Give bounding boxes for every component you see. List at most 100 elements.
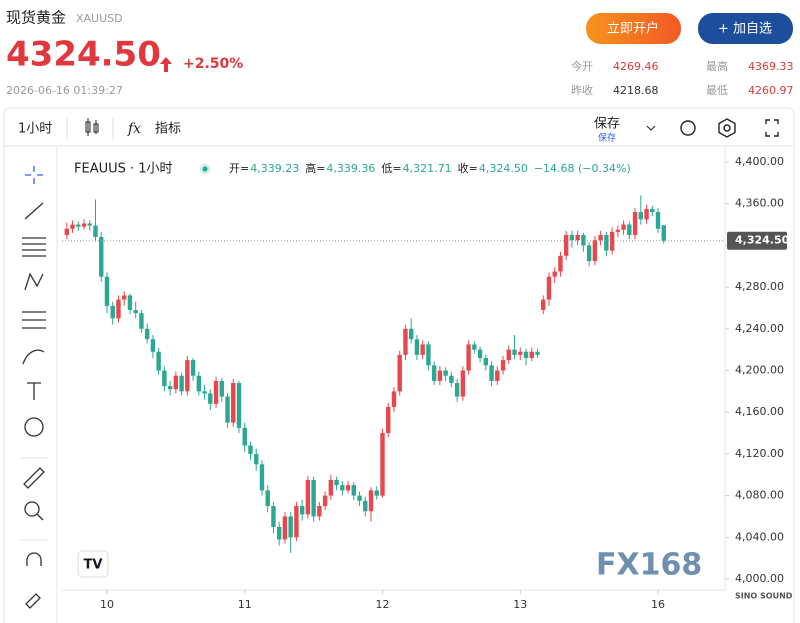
- candle-body: [110, 305, 115, 319]
- crosshair-tool[interactable]: [25, 166, 43, 184]
- candle-body: [116, 299, 121, 319]
- candle-body: [351, 485, 356, 496]
- candle-body: [391, 391, 397, 407]
- candle-body: [368, 490, 374, 512]
- candle-body: [167, 386, 173, 390]
- candle-body: [150, 339, 156, 352]
- candle-body: [139, 313, 144, 329]
- candle-body: [299, 506, 305, 515]
- save-sub: 保存: [598, 132, 616, 144]
- candle-body: [592, 240, 598, 262]
- brush-tool[interactable]: [22, 349, 45, 365]
- lock-tool[interactable]: [25, 593, 41, 609]
- legend-label: 开=: [229, 162, 249, 175]
- pattern-tool[interactable]: [24, 272, 44, 291]
- indicators[interactable]: 指标: [155, 122, 181, 137]
- candle-body: [650, 208, 655, 213]
- candle-body: [374, 490, 379, 496]
- tv-logo: [77, 550, 109, 578]
- stat-label: 最高: [706, 59, 728, 73]
- candle-body: [541, 299, 546, 311]
- candle-body: [162, 370, 167, 387]
- y-tick-label: 4,200.00: [735, 364, 784, 377]
- candle-body: [609, 231, 615, 251]
- candle-body: [409, 328, 414, 340]
- magnet-tool[interactable]: [26, 552, 42, 566]
- candle-body: [414, 339, 420, 355]
- candle-body: [644, 208, 649, 220]
- candle-body: [144, 328, 150, 340]
- candle-body: [288, 516, 293, 538]
- add-watchlist-button[interactable]: [698, 13, 793, 44]
- candle-body: [363, 500, 368, 512]
- alert-icon[interactable]: [680, 120, 696, 136]
- y-tick-label: 4,160.00: [735, 405, 784, 418]
- candle-body: [294, 506, 299, 538]
- candle-body: [621, 224, 626, 230]
- settings-icon[interactable]: [718, 118, 736, 138]
- candle-body: [500, 360, 506, 371]
- x-tick-label: 16: [651, 598, 665, 611]
- candle-body: [276, 526, 282, 540]
- projection-tool[interactable]: [22, 311, 46, 329]
- candle-body: [454, 383, 460, 397]
- zoom-tool[interactable]: [24, 501, 40, 517]
- candle-body: [380, 433, 385, 496]
- save[interactable]: 保存: [594, 117, 620, 132]
- candle-body: [340, 485, 345, 491]
- candle-body: [133, 310, 138, 314]
- ruler-tool[interactable]: [23, 467, 45, 489]
- candle-body: [317, 506, 322, 517]
- fullscreen-icon[interactable]: [765, 119, 779, 137]
- fx-icon[interactable]: fx: [127, 121, 141, 137]
- candle-body: [431, 365, 437, 381]
- open-account-button[interactable]: [586, 13, 681, 44]
- candle-body: [179, 375, 184, 392]
- y-tick-label: 4,360.00: [735, 197, 784, 210]
- y-tick-label: 4,080.00: [735, 489, 784, 502]
- open-account-label: 立即开户: [607, 21, 659, 37]
- candle-body: [518, 351, 523, 355]
- candle-body: [93, 225, 98, 238]
- legend-value: 4,324.50: [479, 162, 528, 175]
- legend-value: 4,321.71: [403, 162, 452, 175]
- candle-body: [483, 357, 489, 366]
- trendline-tool[interactable]: [24, 202, 44, 220]
- legend-label: 高=: [305, 161, 325, 175]
- y-tick-label: 4,400.00: [735, 155, 784, 168]
- candle-body: [466, 344, 471, 371]
- candle-body: [655, 212, 661, 229]
- candle-body: [397, 354, 402, 392]
- chevron[interactable]: [646, 125, 656, 131]
- candle-body: [449, 375, 454, 384]
- candle-body: [489, 365, 494, 381]
- interval[interactable]: 1小时: [18, 122, 52, 137]
- candle-body: [70, 224, 75, 229]
- y-tick-label: 4,000.00: [735, 572, 784, 585]
- candle-body: [127, 295, 133, 311]
- text-tool[interactable]: [27, 382, 41, 400]
- candle-body: [225, 396, 230, 423]
- candle-body: [265, 490, 270, 507]
- candle-body: [661, 225, 666, 241]
- legend-change: −14.68 (−0.34%): [534, 162, 631, 175]
- candle-body: [156, 351, 161, 371]
- title: 现货黄金: [6, 9, 66, 27]
- fib-tool[interactable]: [22, 237, 46, 257]
- candle-body: [305, 479, 311, 515]
- candle-icon[interactable]: [85, 118, 99, 136]
- emoji-tool[interactable]: [24, 417, 44, 437]
- last-price-label: 4,324.50: [735, 234, 790, 247]
- candle-body: [87, 223, 92, 226]
- x-tick-label: 12: [376, 598, 390, 611]
- timestamp: 2026-06-16 01:39:27: [6, 84, 123, 97]
- candle-body: [334, 479, 339, 486]
- candle-body: [190, 360, 196, 376]
- candle-body: [632, 212, 638, 235]
- candle-body: [529, 351, 534, 358]
- candle-body: [627, 224, 632, 235]
- candle-body: [248, 445, 253, 454]
- candle-body: [104, 276, 110, 306]
- y-tick-label: 4,240.00: [735, 322, 784, 335]
